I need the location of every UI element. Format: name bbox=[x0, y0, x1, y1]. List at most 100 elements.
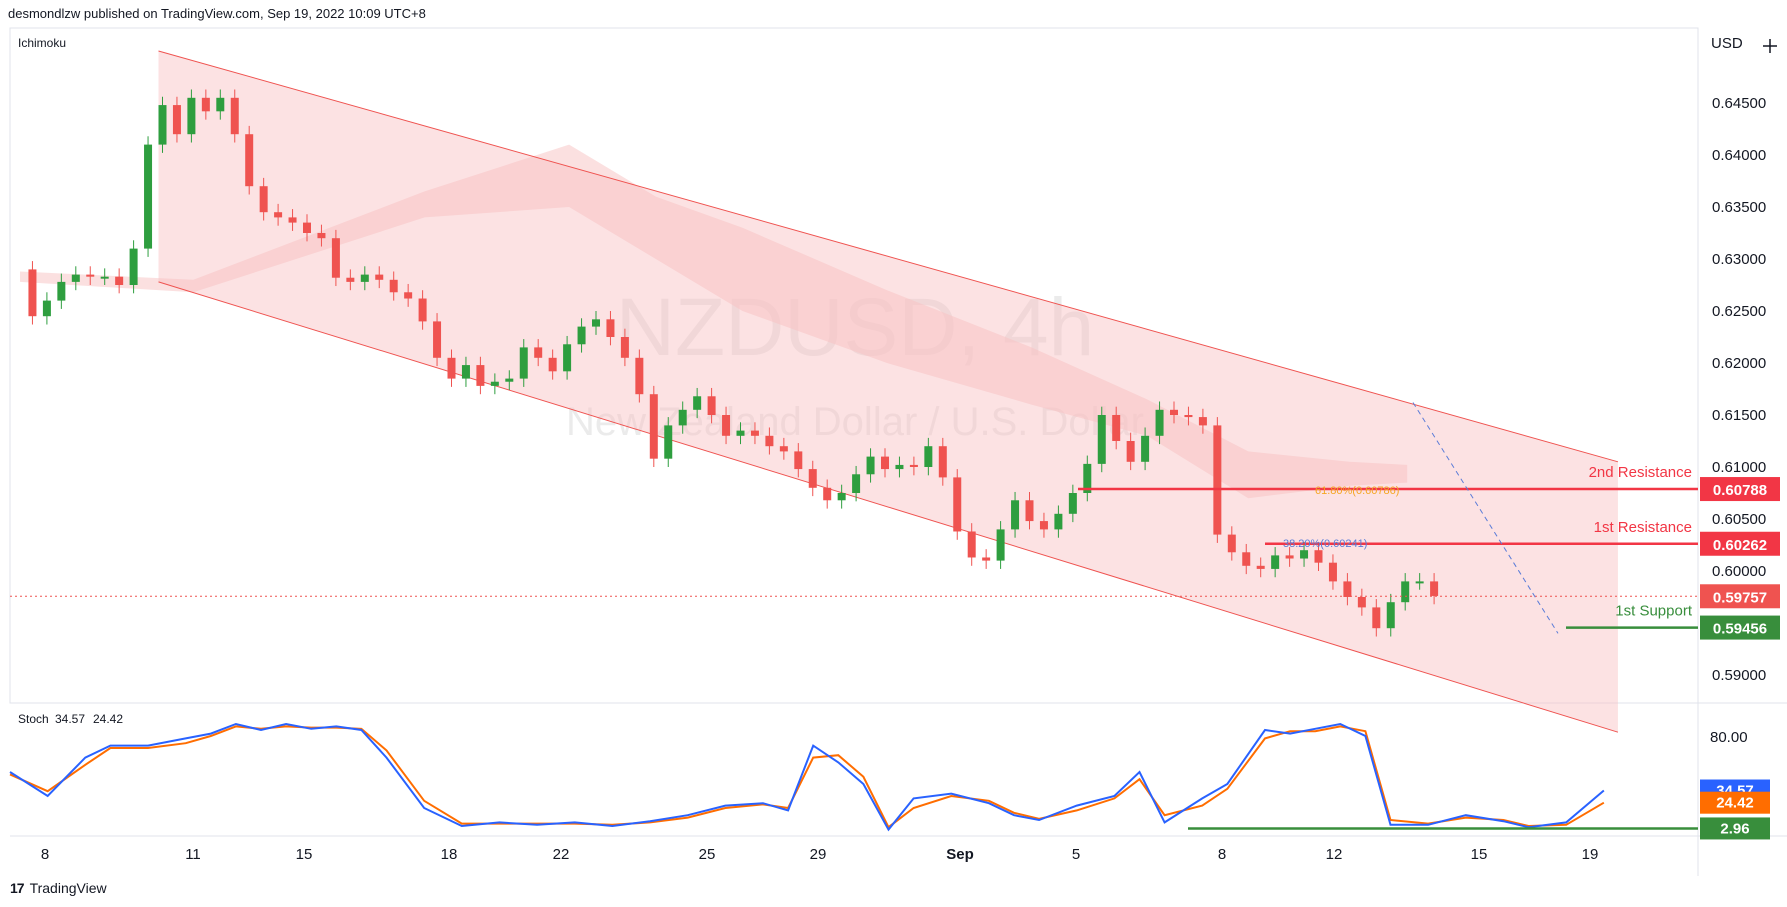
candle-body bbox=[866, 456, 875, 475]
candle-body bbox=[620, 337, 629, 358]
candle bbox=[1386, 593, 1395, 637]
candle-body bbox=[1068, 493, 1077, 514]
candle bbox=[953, 469, 962, 540]
candle bbox=[967, 523, 976, 566]
price-tick-label: 0.60500 bbox=[1712, 511, 1766, 528]
price-tick-label: 0.62000 bbox=[1712, 355, 1766, 372]
price-tick-label: 0.63500 bbox=[1712, 199, 1766, 216]
candle-body bbox=[303, 222, 311, 233]
candle bbox=[172, 96, 181, 143]
candle bbox=[563, 335, 572, 380]
candle-body bbox=[1386, 602, 1395, 629]
time-tick-label: 5 bbox=[1072, 846, 1080, 863]
price-tick-label: 0.59000 bbox=[1712, 667, 1766, 684]
candle bbox=[722, 406, 731, 445]
candle-body bbox=[1401, 581, 1410, 603]
candle-body bbox=[404, 292, 413, 299]
candle-body bbox=[693, 396, 702, 410]
price-levels[interactable]: 2nd Resistance 0.60788 1st Resistance 0.602… bbox=[10, 402, 1780, 640]
candle-body bbox=[259, 186, 268, 213]
candle bbox=[1242, 543, 1251, 575]
candle bbox=[216, 89, 225, 120]
candle-body bbox=[1242, 552, 1251, 566]
currency-label: USD bbox=[1711, 35, 1743, 52]
candle bbox=[635, 349, 644, 403]
candle-body bbox=[1415, 581, 1424, 584]
candle-body bbox=[433, 321, 442, 358]
resistance2-value: 0.60788 bbox=[1713, 482, 1767, 499]
cloud-area bbox=[20, 144, 1408, 499]
candle bbox=[42, 292, 51, 325]
candle-body bbox=[938, 446, 947, 478]
publish-info: desmondlzw published on TradingView.com,… bbox=[8, 6, 426, 21]
add-icon[interactable] bbox=[1763, 39, 1777, 53]
candle-body bbox=[172, 105, 181, 135]
candle-body bbox=[895, 464, 904, 470]
candle bbox=[1271, 547, 1280, 578]
candle-body bbox=[606, 319, 615, 337]
time-axis[interactable]: 8 11 15 18 22 25 29 Sep 5 8 12 15 19 bbox=[41, 846, 1599, 863]
candle-body bbox=[1430, 581, 1439, 596]
footer-brand[interactable]: 17 TradingView bbox=[10, 880, 107, 896]
candle bbox=[534, 339, 543, 367]
candle-body bbox=[201, 97, 210, 112]
candle-body bbox=[389, 279, 398, 293]
candle bbox=[1155, 401, 1164, 445]
candle bbox=[1328, 554, 1337, 590]
candle bbox=[375, 266, 384, 289]
indicator-name[interactable]: Ichimoku bbox=[18, 36, 66, 50]
candle bbox=[982, 549, 991, 569]
stoch-d-line bbox=[9, 725, 1605, 829]
descending-channel[interactable] bbox=[158, 50, 1619, 733]
candle bbox=[1025, 491, 1034, 530]
candle bbox=[794, 443, 803, 478]
candle-body bbox=[1141, 435, 1150, 462]
candle bbox=[1112, 406, 1121, 450]
candle bbox=[317, 224, 326, 247]
candle bbox=[1184, 406, 1193, 426]
candle-body bbox=[1097, 415, 1106, 464]
candle-body bbox=[1155, 409, 1164, 436]
candle-body bbox=[852, 474, 861, 493]
stoch-label[interactable]: Stoch bbox=[18, 712, 49, 726]
price-tick-label: 0.61000 bbox=[1712, 459, 1766, 476]
candle bbox=[129, 240, 138, 294]
candle-body bbox=[86, 274, 95, 277]
ichimoku-cloud bbox=[20, 144, 1408, 499]
candle bbox=[100, 268, 109, 285]
candle-body bbox=[765, 435, 774, 447]
tradingview-logo-icon: 17 bbox=[10, 880, 25, 896]
candle bbox=[1097, 406, 1106, 473]
stoch-support-value: 2.96 bbox=[1720, 820, 1749, 837]
candle bbox=[230, 89, 239, 143]
candle-body bbox=[924, 446, 933, 467]
time-tick-label: 15 bbox=[1471, 846, 1488, 863]
candle-body bbox=[1054, 513, 1063, 530]
candle bbox=[57, 273, 66, 309]
candle-body bbox=[42, 300, 51, 317]
current-price-value: 0.59757 bbox=[1713, 589, 1767, 606]
candles bbox=[28, 89, 1439, 637]
candle-body bbox=[1227, 534, 1236, 553]
stoch-d-value: 24.42 bbox=[1716, 795, 1754, 812]
candle-body bbox=[1372, 607, 1381, 629]
candle-body bbox=[649, 394, 658, 459]
candle bbox=[881, 448, 889, 478]
candle bbox=[577, 318, 586, 353]
candle bbox=[187, 89, 196, 143]
candle bbox=[1430, 573, 1439, 605]
time-tick-label: 8 bbox=[41, 846, 49, 863]
candle-body bbox=[288, 217, 297, 223]
candle bbox=[1357, 588, 1366, 616]
candle-body bbox=[881, 456, 889, 470]
price-axis[interactable]: 0.64500 0.64000 0.63500 0.63000 0.62500 0.620… bbox=[1712, 95, 1766, 684]
candle-body bbox=[1357, 597, 1366, 608]
main-pane[interactable] bbox=[9, 27, 1699, 704]
candle-body bbox=[534, 347, 543, 358]
candle bbox=[418, 290, 427, 330]
candle-body bbox=[1039, 521, 1048, 530]
time-tick-label: 25 bbox=[699, 846, 716, 863]
candle-body bbox=[1170, 409, 1178, 415]
candle-body bbox=[823, 487, 832, 501]
